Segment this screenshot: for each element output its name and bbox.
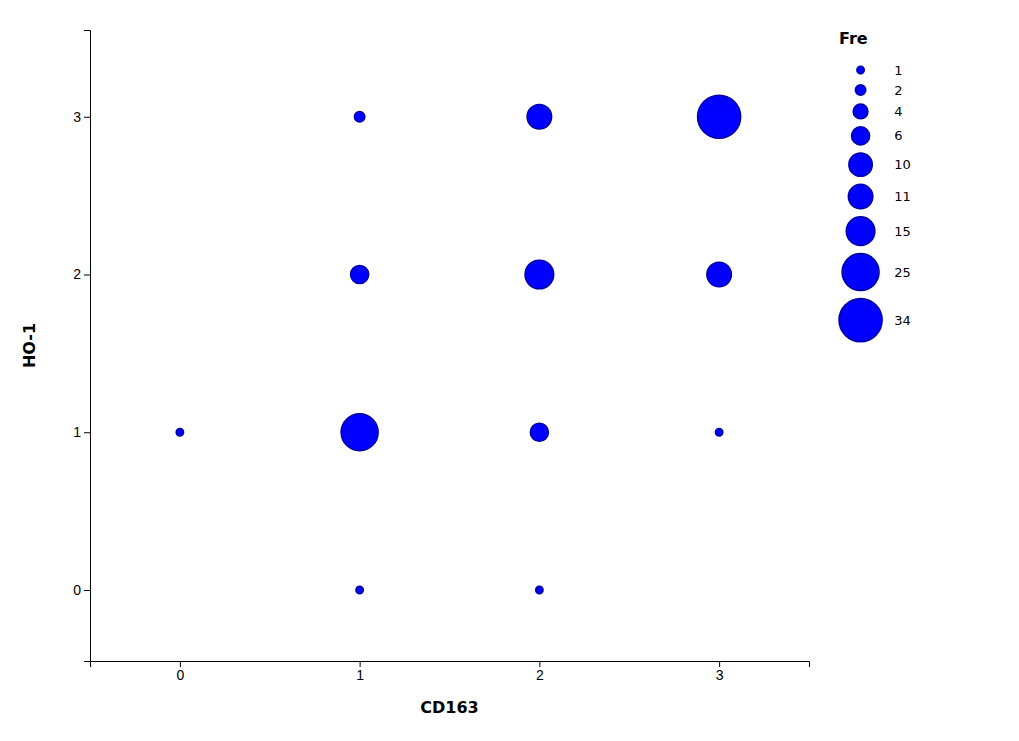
bubble <box>525 260 554 289</box>
legend-label: 15 <box>894 224 911 239</box>
legend-label: 4 <box>894 104 902 119</box>
y-tick: 2 <box>73 266 90 282</box>
x-axis-line <box>91 662 810 668</box>
bubble <box>527 104 552 129</box>
legend-label: 34 <box>894 313 911 328</box>
bubble <box>536 586 543 593</box>
y-tick-mark <box>84 590 90 591</box>
y-tick-mark <box>84 432 90 433</box>
y-tick-label: 0 <box>73 582 81 598</box>
legend-item: 4 <box>853 104 902 119</box>
y-axis: 0 1 2 3 <box>73 31 90 662</box>
bubble <box>698 95 741 138</box>
legend-item: 25 <box>842 254 911 291</box>
x-axis: 0 1 2 3 <box>91 661 810 683</box>
x-tick: 3 <box>716 661 724 683</box>
legend-item: 34 <box>839 299 911 342</box>
legend-swatch <box>846 217 875 246</box>
y-tick-mark <box>84 117 90 118</box>
bubble <box>354 112 364 122</box>
bubbles <box>176 95 741 594</box>
y-tick-label: 2 <box>73 266 81 282</box>
x-tick: 0 <box>176 661 184 683</box>
legend-item: 11 <box>848 184 910 209</box>
chart: 0 1 2 3 0 1 2 3 CD163 HO-1 Fre 1 2 4 6 10 11 15 25 34 <box>0 0 1019 741</box>
x-axis-title: CD163 <box>420 698 478 717</box>
legend: Fre 1 2 4 6 10 11 15 25 34 <box>839 29 911 342</box>
y-tick: 0 <box>73 582 90 598</box>
bubble <box>356 586 363 593</box>
legend-title: Fre <box>839 29 868 48</box>
bubble <box>341 414 378 451</box>
bubble <box>176 429 183 436</box>
legend-swatch <box>839 299 882 342</box>
y-axis-line <box>84 31 91 662</box>
y-tick-label: 3 <box>73 109 81 125</box>
x-tick-label: 2 <box>536 667 544 683</box>
legend-item: 15 <box>846 217 910 246</box>
legend-label: 6 <box>894 128 902 143</box>
y-tick-mark <box>84 275 90 276</box>
legend-swatch <box>842 254 879 291</box>
legend-swatch <box>849 153 872 176</box>
x-tick-label: 0 <box>176 667 184 683</box>
legend-label: 2 <box>894 83 902 98</box>
legend-swatch <box>853 104 868 119</box>
x-tick-label: 3 <box>716 667 724 683</box>
bubble <box>530 423 548 441</box>
legend-swatch <box>857 66 864 73</box>
legend-swatch <box>855 85 865 95</box>
legend-item: 6 <box>852 127 903 145</box>
legend-swatch <box>852 127 870 145</box>
legend-label: 10 <box>894 157 911 172</box>
x-tick-label: 1 <box>356 667 364 683</box>
y-tick: 1 <box>73 424 90 440</box>
legend-label: 11 <box>894 189 911 204</box>
legend-item: 1 <box>857 63 903 78</box>
bubble <box>351 265 369 283</box>
bubble <box>707 262 732 287</box>
legend-item: 10 <box>849 153 911 176</box>
x-tick: 2 <box>536 661 544 683</box>
x-tick: 1 <box>356 661 364 683</box>
bubble <box>715 429 722 436</box>
legend-label: 1 <box>894 63 902 78</box>
y-tick: 3 <box>73 109 90 125</box>
legend-label: 25 <box>894 265 911 280</box>
legend-swatch <box>848 184 873 209</box>
plot: 0 1 2 3 0 1 2 3 CD163 HO-1 <box>20 31 810 718</box>
y-axis-title: HO-1 <box>20 323 39 368</box>
y-tick-label: 1 <box>73 424 81 440</box>
legend-item: 2 <box>855 83 902 98</box>
